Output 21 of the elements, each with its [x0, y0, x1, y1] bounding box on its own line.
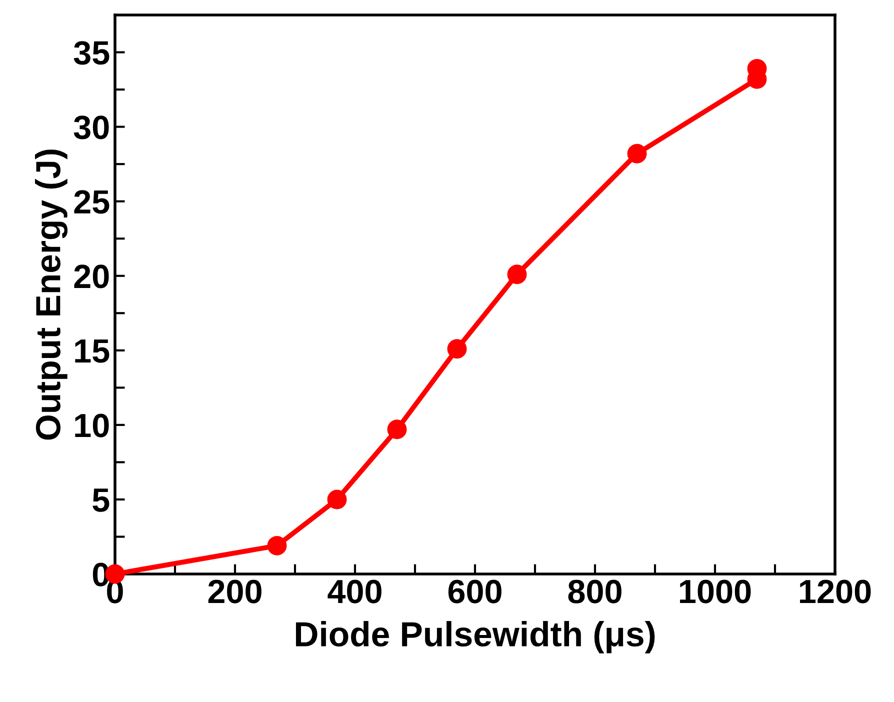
y-tick-label: 20	[74, 264, 109, 288]
point	[447, 339, 467, 359]
x-tick-label: 400	[328, 580, 382, 604]
y-tick-label: 35	[74, 41, 110, 65]
x-axis-title: Diode Pulsewidth (μs)	[296, 621, 655, 654]
y-axis-title: Output Energy (J)	[34, 150, 68, 440]
y-tick-label: 30	[74, 116, 109, 140]
y-tick-label: 15	[75, 340, 110, 363]
point	[627, 144, 647, 164]
y-tick-label: 25	[74, 190, 110, 214]
x-tick-label: 1000	[680, 580, 751, 604]
y-tick-label: 5	[92, 488, 110, 512]
x-tick-label: 600	[448, 580, 502, 604]
point	[327, 490, 347, 510]
point	[387, 420, 407, 440]
x-tick-label: 200	[208, 580, 262, 604]
point	[267, 536, 287, 556]
y-tick-label: 10	[75, 414, 109, 438]
x-tick-label: 1200	[800, 580, 871, 604]
point	[507, 264, 527, 284]
x-tick-label: 800	[568, 580, 622, 604]
